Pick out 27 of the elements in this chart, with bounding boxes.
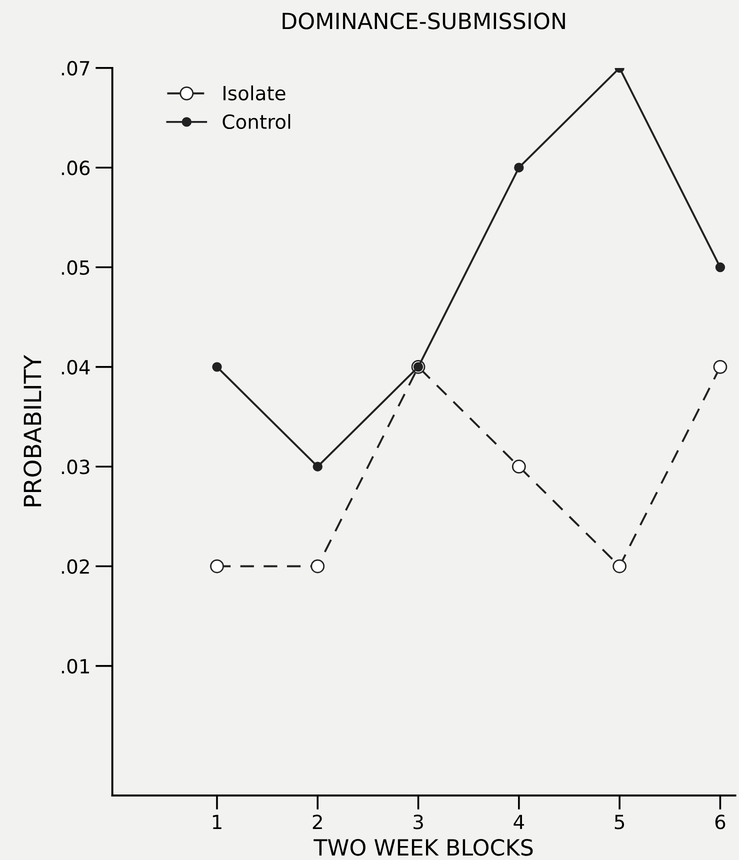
legend-label: Control — [222, 114, 290, 130]
y-tick-label: .07 — [62, 60, 90, 76]
chart-title: DOMINANCE-SUBMISSION — [282, 12, 565, 30]
point — [310, 559, 325, 574]
y-tick-label: .05 — [62, 260, 90, 275]
point — [212, 362, 222, 372]
x-tick-label: 4 — [514, 814, 524, 830]
point — [512, 460, 526, 474]
point — [312, 462, 322, 472]
point — [713, 360, 728, 374]
x-tick-label: 2 — [312, 814, 322, 830]
point — [210, 559, 224, 574]
point — [612, 559, 627, 574]
y-axis-title: PROBABILITY — [24, 354, 42, 506]
y-tick-label: .01 — [62, 658, 90, 674]
point — [514, 162, 524, 172]
y-tick-label: .06 — [62, 160, 90, 176]
y-tick-label: .02 — [62, 559, 89, 574]
x-axis-title: TWO WEEK BLOCKS — [314, 839, 533, 856]
x-tick-label: 3 — [414, 814, 423, 830]
x-tick-label: 5 — [614, 814, 624, 830]
legend-label: Isolate — [224, 85, 286, 100]
x-tick-label: 6 — [715, 814, 726, 830]
x-tick-label: 1 — [212, 814, 222, 830]
point — [715, 262, 726, 272]
y-tick-label: .04 — [62, 360, 90, 375]
y-tick-label: .03 — [62, 460, 90, 474]
